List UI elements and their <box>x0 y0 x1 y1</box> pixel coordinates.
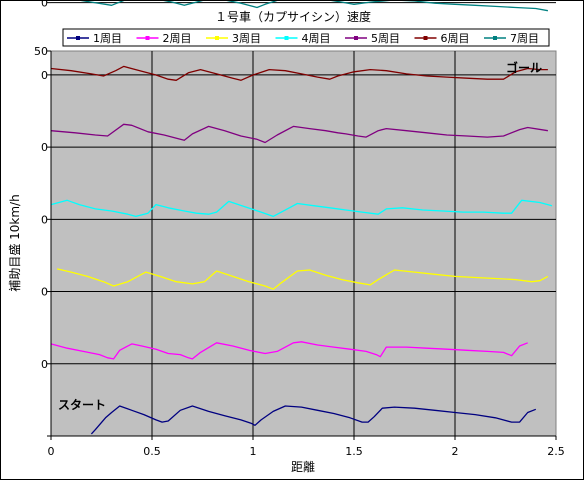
legend-marker <box>493 36 497 40</box>
legend-label: 6周目 <box>441 32 470 45</box>
legend-label: 3周目 <box>232 32 261 45</box>
chart-title: １号車（カプサイシン）速度 <box>215 9 371 24</box>
y-tick-label: 50 <box>34 45 48 58</box>
y-tick-label: 0 <box>41 213 48 226</box>
start-annotation: スタート <box>58 398 106 412</box>
series-group <box>50 1 553 435</box>
series-line-2 <box>50 341 528 360</box>
y-tick-label: 0 <box>41 1 48 10</box>
legend-marker <box>215 36 219 40</box>
legend-box <box>62 28 550 47</box>
x-tick-label: 2.5 <box>547 445 565 458</box>
series-line-5 <box>50 123 549 144</box>
axes: 00.511.522.5500000000 <box>34 1 565 458</box>
y-tick-label: 0 <box>41 286 48 299</box>
legend-marker <box>354 36 358 40</box>
series-line-3 <box>56 268 549 290</box>
x-axis-label: 距離 <box>291 460 315 474</box>
legend-label: 2周目 <box>163 32 192 45</box>
grid <box>51 2 556 436</box>
x-tick-label: 0.5 <box>143 445 161 458</box>
legend-label: 1周目 <box>93 32 122 45</box>
y-axis-label: 補助目盛 10km/h <box>7 194 22 291</box>
x-tick-label: 2 <box>452 445 459 458</box>
legend-marker <box>145 36 150 40</box>
series-line-1 <box>90 405 537 435</box>
legend-label: 5周目 <box>371 32 400 45</box>
series-line-6 <box>50 65 548 81</box>
legend-marker <box>76 36 80 40</box>
x-tick-label: 1.5 <box>345 445 363 458</box>
plot-area <box>50 50 557 437</box>
series-line-4 <box>50 199 553 218</box>
y-tick-label: 0 <box>41 69 48 82</box>
y-tick-label: 0 <box>41 141 48 154</box>
legend-label: 4周目 <box>302 32 331 45</box>
goal-annotation: ゴール <box>506 60 542 75</box>
x-tick-label: 0 <box>48 445 55 458</box>
legend: 1周目 2周目 3周目 4周目 5周目 6周目 7周目 <box>62 28 550 47</box>
legend-marker <box>284 36 289 40</box>
legend-label: 7周目 <box>510 32 539 45</box>
legend-marker <box>423 36 428 40</box>
y-tick-label: 0 <box>41 358 48 371</box>
series-line-7 <box>80 1 549 12</box>
x-tick-label: 1 <box>250 445 257 458</box>
